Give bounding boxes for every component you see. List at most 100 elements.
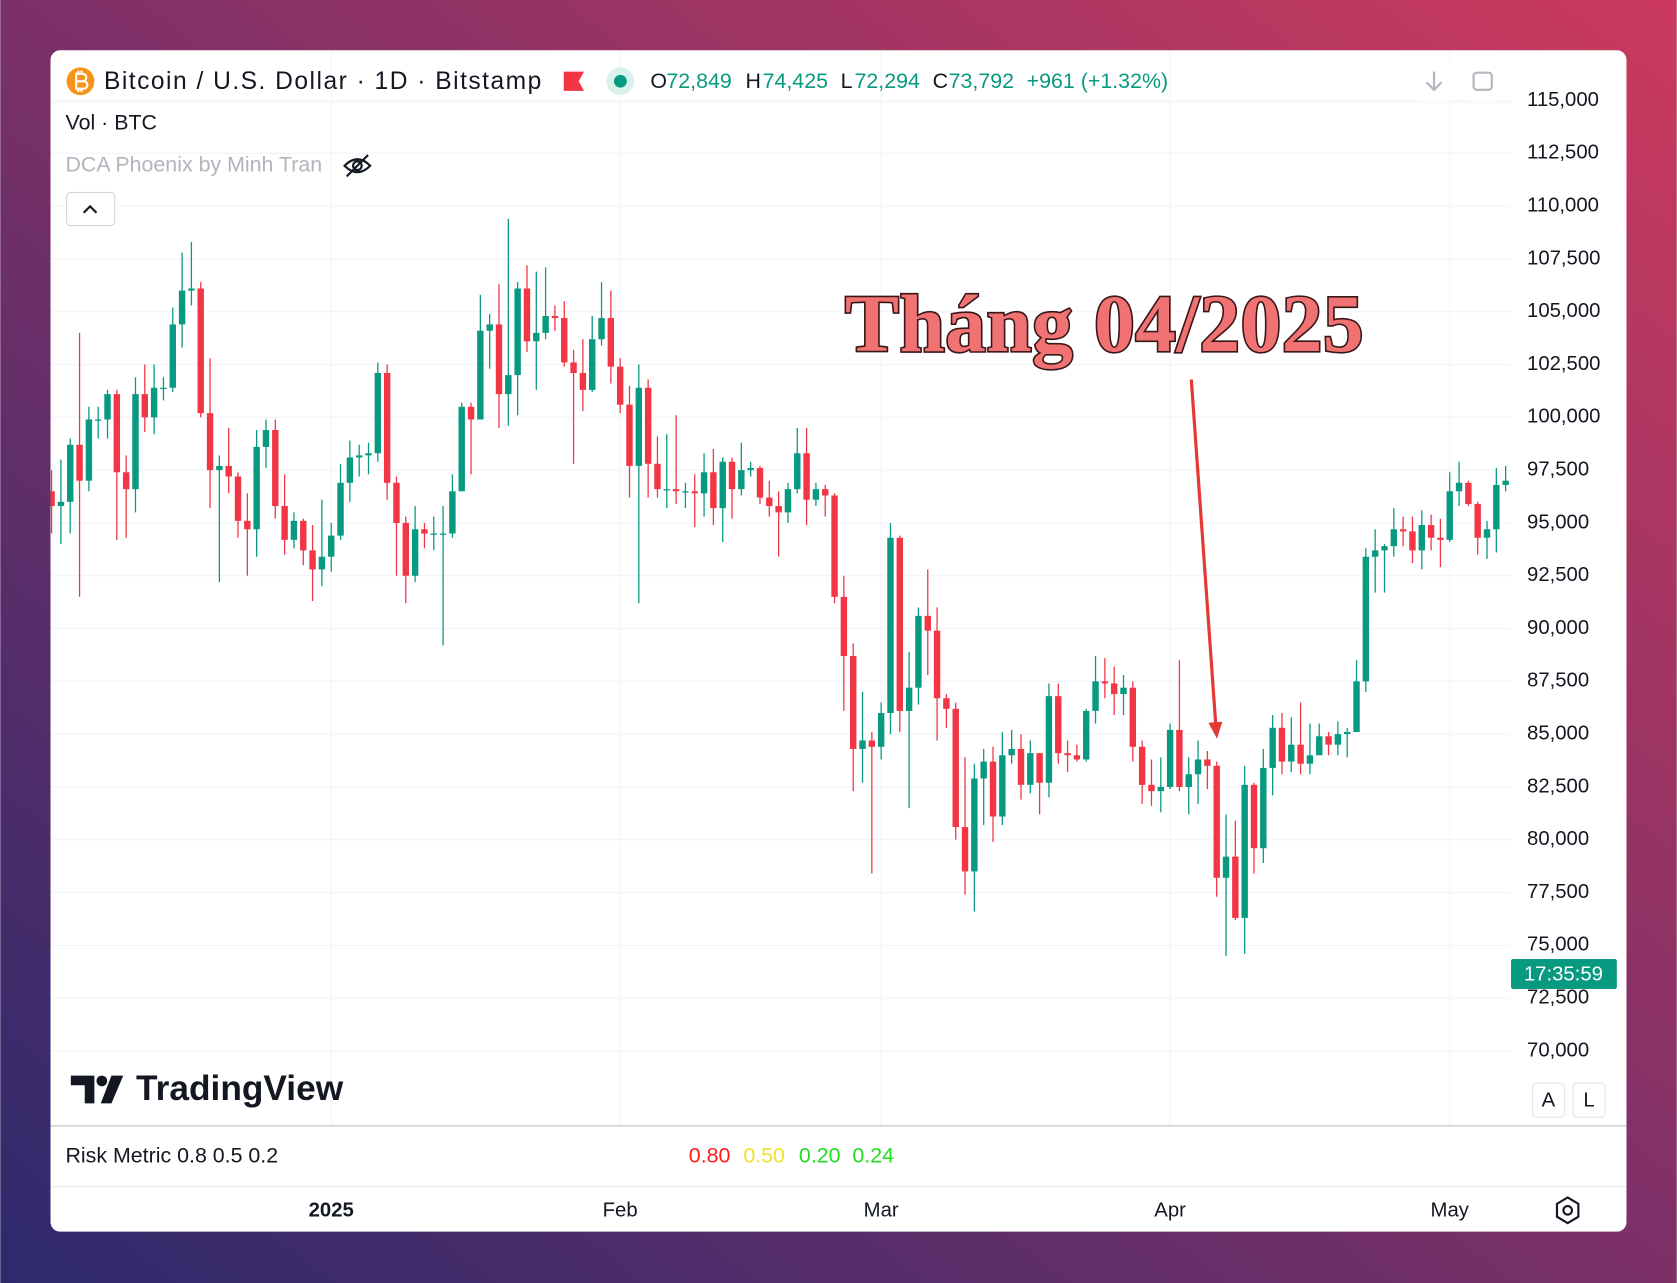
y-tick-label: 82,500 [1527,775,1589,797]
candle-body [1269,727,1276,768]
candle-body [76,444,83,481]
candle-body [50,491,55,507]
logo-part [70,1075,95,1104]
candle-body [1166,729,1174,787]
y-tick-label: 70,000 [1527,1039,1589,1061]
candle-body [67,444,74,502]
candle-body [514,288,521,376]
candle-body [523,288,531,342]
candle-body [1027,753,1034,785]
candle-body [122,472,130,490]
candle-body [579,372,587,390]
y-tick-label: 95,000 [1527,511,1589,533]
collapse-button[interactable] [66,191,116,227]
y-tick-label: 100,000 [1527,406,1600,428]
candle-body [551,315,559,319]
y-tick-label: 90,000 [1527,617,1589,639]
candle-body [710,472,717,509]
candle-body [430,533,437,535]
risk-metric-value: 0.24 [852,1143,894,1167]
candle-body [253,446,260,530]
candle-body [561,318,568,363]
candle-body [1176,729,1183,787]
candle-body [1390,529,1398,547]
candle-body [1474,503,1481,538]
candle-body [1418,525,1425,551]
candle-body [654,463,661,490]
candle-body [421,529,428,534]
candle-body [877,713,885,747]
candle-body [1157,786,1164,792]
y-tick-label: 112,500 [1527,142,1599,164]
candle-body [933,630,941,699]
candle-body [961,827,969,872]
y-tick-label: 77,500 [1527,881,1589,903]
close-value: 73,792 [949,69,1014,93]
candle-body [467,406,475,420]
candle-body [1017,748,1025,785]
candle-body [1232,856,1239,918]
candle-body [225,465,232,477]
symbol-title: Bitcoin / U.S. Dollar · 1D · Bitstamp [104,68,541,95]
candle-body [1008,748,1015,756]
candle-body [1446,491,1453,540]
candle-body [1334,734,1342,745]
candles [50,218,1509,956]
candle-body [290,520,298,540]
candle-body [486,324,493,331]
candle-body [1194,759,1202,775]
candle-body [1399,529,1407,532]
candle-body [244,520,251,530]
candle-body [1083,710,1090,760]
candle-body [1260,767,1267,849]
candle-body [868,740,876,747]
y-tick-label: 105,000 [1527,300,1600,322]
candle-body [971,778,978,872]
log-scale-button[interactable] [1572,1082,1606,1118]
candle-body [365,453,372,456]
high-value: 74,425 [763,69,828,93]
candle-body [784,489,792,513]
y-tick-label: 102,500 [1527,353,1600,375]
candle-body [1288,744,1295,762]
auto-scale-label: A [1542,1090,1556,1112]
auto-scale-button[interactable] [1531,1082,1565,1118]
fullscreen-button[interactable] [1462,62,1504,101]
flag-icon[interactable] [563,71,585,91]
candle-body [756,468,764,498]
candle-body [952,708,959,828]
candle-body [738,470,745,490]
y-tick-label: 97,500 [1527,459,1589,481]
hidden-icon[interactable] [343,154,372,178]
candle-body [328,535,335,557]
candle-body [355,455,363,458]
volume-indicator: Vol · BTC [65,111,156,135]
download-icon [1425,71,1443,92]
candle-body [943,698,950,709]
candle-body [85,419,93,481]
candle-body [439,533,447,535]
open-value: 72,849 [666,69,731,93]
candle-body [1213,765,1220,878]
candle-body [1055,696,1062,754]
candle-body [150,387,158,418]
y-tick-label: 87,500 [1527,670,1589,692]
annotation-arrowhead [1208,721,1223,739]
candle-body [924,615,931,631]
high-label: H [745,69,760,93]
script-indicator: DCA Phoenix by Minh Tran [65,152,322,176]
y-tick-label: 107,500 [1527,247,1600,269]
candle-body [1483,529,1491,538]
candle-body [318,556,326,570]
logo-part [96,1075,108,1087]
candle-body [1502,480,1509,485]
candle-body [1362,556,1370,682]
eye-slash [345,154,369,178]
chart-card [50,50,1627,1232]
candle-body [915,615,922,688]
risk-metric-value: 0.20 [799,1143,841,1167]
candle-body [234,476,242,521]
settings-button[interactable] [1555,1196,1580,1225]
candle-body [700,472,708,494]
